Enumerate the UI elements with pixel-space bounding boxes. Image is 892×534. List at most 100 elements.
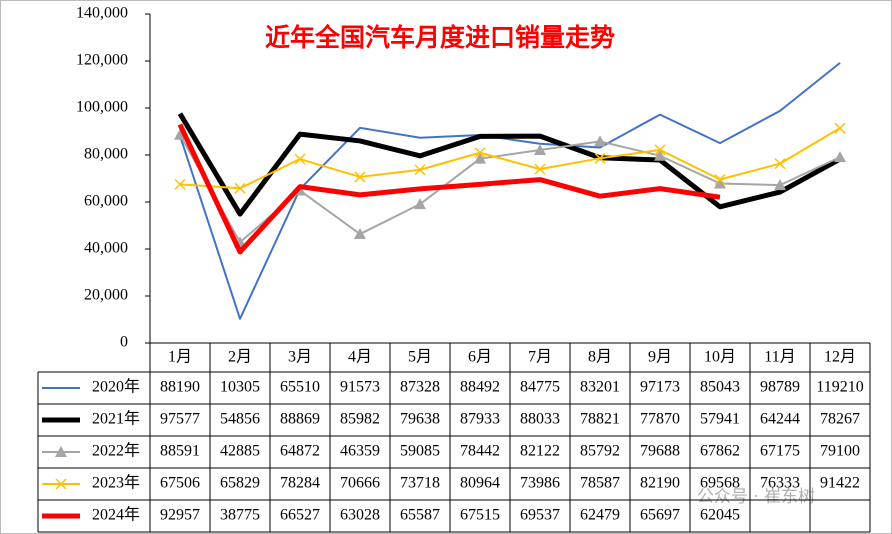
table-cell: 79100: [820, 443, 860, 460]
marker: [654, 144, 666, 156]
table-cell: 78267: [820, 411, 860, 428]
table-cell: 46359: [340, 443, 380, 460]
marker: [354, 228, 366, 240]
y-tick-label: 80,000: [84, 146, 128, 163]
marker: [474, 152, 486, 164]
x-tick-label: 4月: [348, 349, 372, 366]
marker: [774, 158, 786, 170]
marker: [174, 128, 186, 140]
x-tick-label: 10月: [704, 349, 736, 366]
marker: [534, 144, 546, 156]
x-tick-label: 9月: [648, 349, 672, 366]
table-cell: 87328: [400, 379, 440, 396]
table-cell: 88190: [160, 379, 200, 396]
marker: [594, 152, 606, 164]
table-cell: 82122: [520, 443, 560, 460]
marker: [594, 135, 606, 147]
table-cell: 88591: [160, 443, 200, 460]
table-cell: 85792: [580, 443, 620, 460]
table-cell: 79638: [400, 411, 440, 428]
table-cell: 84775: [520, 379, 560, 396]
table-cell: 65510: [280, 379, 320, 396]
watermark: 公众号 · 崔东树: [697, 487, 815, 507]
table-cell: 88033: [520, 411, 560, 428]
table-cell: 67506: [160, 475, 200, 492]
legend-label: 2022年: [92, 442, 140, 460]
table-cell: 64244: [760, 411, 800, 428]
table-cell: 67862: [700, 443, 740, 460]
table-cell: 85982: [340, 411, 380, 428]
table-cell: 88492: [460, 379, 500, 396]
table-cell: 97173: [640, 379, 680, 396]
marker: [834, 151, 846, 163]
marker: [474, 147, 486, 159]
table-cell: 66527: [280, 507, 320, 524]
marker: [354, 171, 366, 183]
table-cell: 10305: [220, 379, 260, 396]
table-cell: 65829: [220, 475, 260, 492]
table-cell: 83201: [580, 379, 620, 396]
table-cell: 54856: [220, 411, 260, 428]
table-cell: 73718: [400, 475, 440, 492]
marker: [654, 149, 666, 161]
table-cell: 98789: [760, 379, 800, 396]
table-cell: 69568: [700, 475, 740, 492]
marker: [55, 478, 67, 490]
y-tick-label: 40,000: [84, 240, 128, 257]
table-cell: 65697: [640, 507, 680, 524]
marker: [234, 182, 246, 194]
marker: [774, 179, 786, 191]
table-cell: 119210: [816, 379, 863, 396]
table-cell: 87933: [460, 411, 500, 428]
y-tick-label: 100,000: [76, 99, 128, 116]
table-cell: 42885: [220, 443, 260, 460]
x-tick-label: 5月: [408, 349, 432, 366]
y-tick-label: 0: [120, 334, 128, 351]
table-cell: 65587: [400, 507, 440, 524]
table-cell: 57941: [700, 411, 740, 428]
table-cell: 79688: [640, 443, 680, 460]
table-cell: 62479: [580, 507, 620, 524]
marker: [174, 178, 186, 190]
marker: [714, 173, 726, 186]
legend-label: 2023年: [92, 474, 140, 492]
line: [179, 62, 841, 320]
line: [177, 112, 842, 217]
table-cell: 80964: [460, 475, 500, 492]
marker: [834, 122, 846, 134]
marker: [714, 177, 726, 189]
table-cell: 91422: [820, 475, 860, 492]
marker: [414, 164, 426, 176]
y-tick-label: 120,000: [76, 52, 128, 69]
table-cell: 62045: [700, 507, 740, 524]
x-tick-label: 12月: [824, 349, 856, 366]
x-tick-label: 2月: [228, 349, 252, 366]
table-cell: 67175: [760, 443, 800, 460]
x-tick-label: 8月: [588, 349, 612, 366]
marker: [414, 198, 426, 210]
table-cell: 85043: [700, 379, 740, 396]
table-cell: 63028: [340, 507, 380, 524]
table-cell: 92957: [160, 507, 200, 524]
table-cell: 69537: [520, 507, 560, 524]
table-cell: 97577: [160, 411, 200, 428]
line: [179, 127, 841, 190]
x-tick-label: 6月: [468, 349, 492, 366]
table-cell: 64872: [280, 443, 320, 460]
y-tick-label: 60,000: [84, 193, 128, 210]
line: [177, 123, 721, 255]
marker: [55, 446, 67, 457]
legend-label: 2021年: [92, 410, 140, 428]
x-tick-label: 11月: [764, 349, 795, 366]
y-tick-label: 140,000: [76, 5, 128, 22]
table-cell: 77870: [640, 411, 680, 428]
x-tick-label: 1月: [168, 349, 192, 366]
table-cell: 76333: [760, 475, 800, 492]
table-cell: 38775: [220, 507, 260, 524]
marker: [294, 153, 306, 165]
table-cell: 70666: [340, 475, 380, 492]
chart-title: 近年全国汽车月度进口销量走势: [265, 23, 615, 52]
